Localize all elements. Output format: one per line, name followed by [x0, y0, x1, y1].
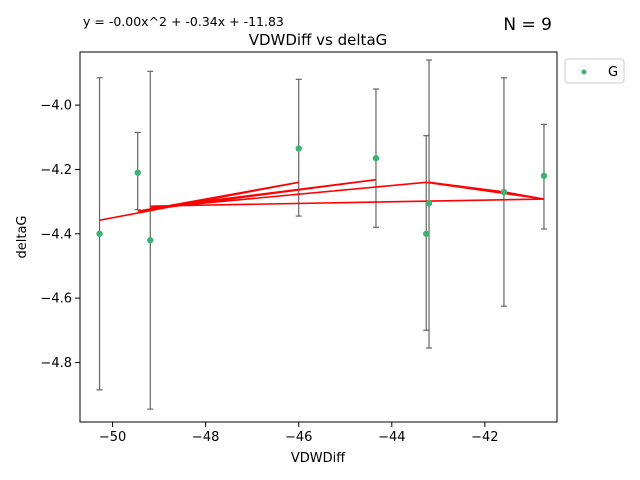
fit-line [99, 178, 545, 222]
x-tick-label-0: −50 [99, 430, 126, 445]
x-tick-label-2: −46 [285, 430, 312, 445]
y-tick-label-2: −4.4 [40, 227, 72, 242]
legend-label: G [608, 65, 618, 80]
data-point-8 [540, 172, 548, 180]
fit-equation: y = -0.00x^2 + -0.34x + -11.83 [83, 14, 284, 29]
x-tick-label-4: −42 [471, 430, 498, 445]
x-tick-label-1: −48 [192, 430, 219, 445]
data-point-1 [134, 169, 141, 176]
y-tick-label-1: −4.2 [40, 163, 72, 178]
data-point-3 [295, 145, 302, 152]
data-points [96, 145, 548, 244]
y-axis-label: deltaG [15, 216, 30, 259]
data-point-0 [96, 230, 103, 237]
legend-box [564, 58, 625, 84]
y-tick-label-3: −4.6 [40, 292, 72, 307]
data-point-4 [372, 154, 380, 162]
x-axis-label: VDWDiff [291, 451, 346, 466]
axes: −50 −48 −46 −44 −42 −4.0 −4.2 −4.4 −4.6 −4.8 [40, 51, 558, 445]
sample-count: N = 9 [503, 15, 552, 35]
data-point-6 [425, 200, 433, 207]
legend-marker [581, 69, 587, 75]
data-point-5 [423, 230, 430, 237]
y-tick-label-0: −4.0 [40, 99, 72, 114]
x-tick-label-3: −44 [378, 430, 405, 445]
chart-title: VDWDiff vs deltaG [249, 31, 388, 49]
data-point-2 [147, 237, 154, 244]
legend: G [564, 58, 625, 84]
data-point-7 [500, 188, 508, 196]
fit-line-path [99, 178, 545, 222]
axes-frame [79, 51, 558, 423]
y-tick-label-4: −4.8 [40, 356, 72, 371]
